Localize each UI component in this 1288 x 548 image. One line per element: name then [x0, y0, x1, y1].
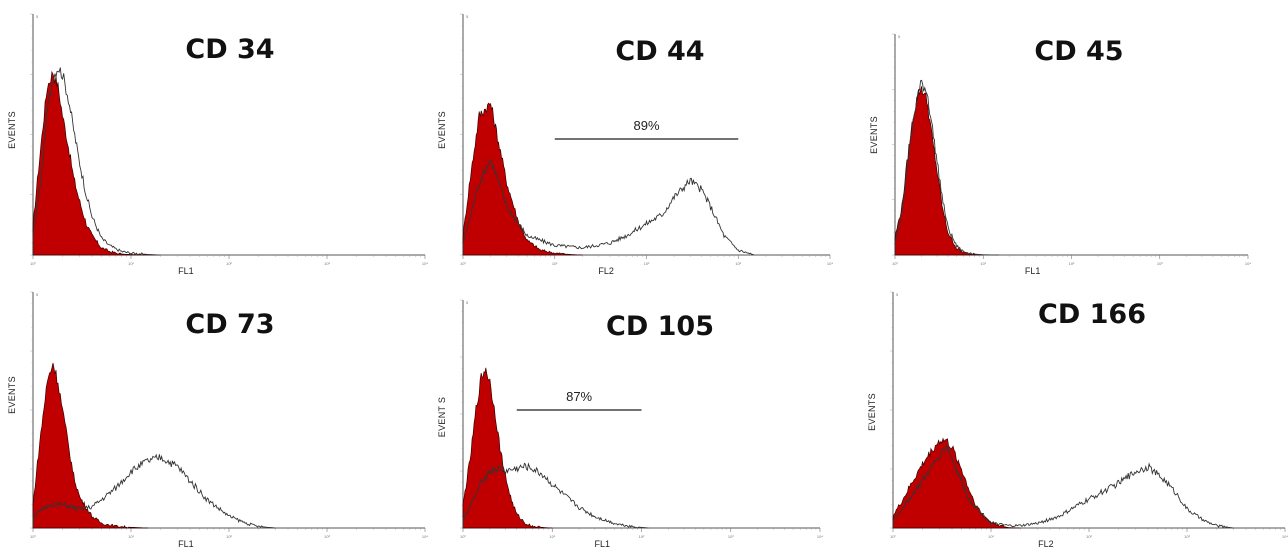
stained-histogram — [32, 67, 161, 256]
x-tick-label: 10² — [226, 261, 232, 266]
x-tick-label: 10⁰ — [460, 534, 466, 539]
y-axis-label: EVENT S — [437, 397, 447, 437]
control-histogram — [892, 437, 1021, 529]
x-tick-label: 10¹ — [128, 534, 134, 539]
axis-lines — [894, 34, 1248, 256]
panel-title: CD 73 — [185, 309, 274, 340]
x-axis-label: FL2 — [598, 266, 614, 276]
x-tick-label: 10³ — [324, 261, 330, 266]
x-tick-label: 10¹ — [980, 261, 986, 266]
x-tick-label: 10² — [226, 534, 232, 539]
y-axis-label: EVENTS — [867, 393, 877, 431]
histogram-panel-3: 10⁰ 10¹ 10² 10³ 10⁴ 5 CD 73 FL1 EVENTS — [7, 291, 428, 548]
panel-title: CD 105 — [606, 311, 714, 342]
x-tick-label: 10² — [1069, 261, 1075, 266]
histogram-panel-4: 10⁰ 10¹ 10² 10³ 10⁴ 5 87% CD 105 FL1 EVENT S — [437, 299, 823, 548]
x-tick-label: 10⁴ — [422, 261, 428, 266]
y-axis-label: EVENTS — [437, 111, 447, 149]
stained-histogram — [32, 453, 276, 529]
stained-histogram — [462, 462, 649, 529]
y-axis-label: EVENTS — [7, 111, 17, 149]
control-histogram — [32, 362, 149, 529]
y-tick-label: 5 — [36, 292, 39, 297]
x-tick-label: 10¹ — [552, 261, 558, 266]
x-tick-label: 10² — [1086, 534, 1092, 539]
stained-histogram — [894, 79, 999, 256]
x-tick-label: 10² — [639, 534, 645, 539]
x-tick-label: 10⁴ — [1245, 261, 1251, 266]
x-tick-label: 10¹ — [128, 261, 134, 266]
histogram-panel-5: 10⁰ 10¹ 10² 10³ 10⁴ 5 CD 166 FL2 EVENTS — [867, 291, 1288, 548]
y-tick-label: 5 — [898, 34, 901, 39]
x-tick-label: 10³ — [1184, 534, 1190, 539]
x-axis-label: FL2 — [1038, 539, 1054, 548]
y-axis-label: EVENTS — [7, 376, 17, 414]
x-tick-label: 10⁰ — [30, 534, 36, 539]
gate-percentage-label: 87% — [566, 389, 592, 404]
x-axis-label: FL1 — [1025, 266, 1041, 276]
x-tick-label: 10⁴ — [422, 534, 428, 539]
histogram-panel-1: 10⁰ 10¹ 10² 10³ 10⁴ 5 89% CD 44 FL2 EVENTS — [437, 13, 833, 276]
x-tick-label: 10⁴ — [1282, 534, 1288, 539]
histogram-panel-2: 10⁰ 10¹ 10² 10³ 10⁴ 5 CD 45 FL1 EVENTS — [869, 33, 1251, 276]
stained-histogram — [892, 444, 1234, 529]
stained-histogram — [462, 159, 755, 256]
panel-title: CD 45 — [1034, 36, 1123, 67]
x-tick-label: 10⁰ — [892, 261, 898, 266]
x-tick-label: 10¹ — [988, 534, 994, 539]
y-tick-label: 5 — [896, 292, 899, 297]
control-histogram — [894, 86, 984, 256]
x-tick-label: 10² — [644, 261, 650, 266]
x-tick-label: 10⁴ — [827, 261, 833, 266]
x-tick-label: 10¹ — [549, 534, 555, 539]
x-tick-label: 10³ — [735, 261, 741, 266]
y-tick-label: 5 — [36, 14, 39, 19]
x-tick-label: 10⁰ — [890, 534, 896, 539]
panel-title: CD 166 — [1038, 299, 1146, 330]
control-histogram — [462, 102, 583, 256]
x-tick-label: 10⁰ — [30, 261, 36, 266]
x-tick-label: 10⁴ — [817, 534, 823, 539]
histogram-panel-0: 10⁰ 10¹ 10² 10³ 10⁴ 5 CD 34 FL1 EVENTS — [7, 13, 428, 276]
x-tick-label: 10³ — [1157, 261, 1163, 266]
y-tick-label: 5 — [466, 300, 469, 305]
panel-title: CD 44 — [615, 36, 704, 67]
y-axis-label: EVENTS — [869, 116, 879, 154]
x-axis-label: FL1 — [594, 539, 610, 548]
panel-title: CD 34 — [185, 34, 274, 65]
x-tick-label: 10³ — [728, 534, 734, 539]
gate-percentage-label: 89% — [633, 118, 659, 133]
x-axis-label: FL1 — [178, 539, 194, 548]
y-tick-label: 5 — [466, 14, 469, 19]
control-histogram — [462, 367, 553, 529]
x-axis-label: FL1 — [178, 266, 194, 276]
x-tick-label: 10⁰ — [460, 261, 466, 266]
control-histogram — [32, 70, 161, 256]
x-tick-label: 10³ — [324, 534, 330, 539]
